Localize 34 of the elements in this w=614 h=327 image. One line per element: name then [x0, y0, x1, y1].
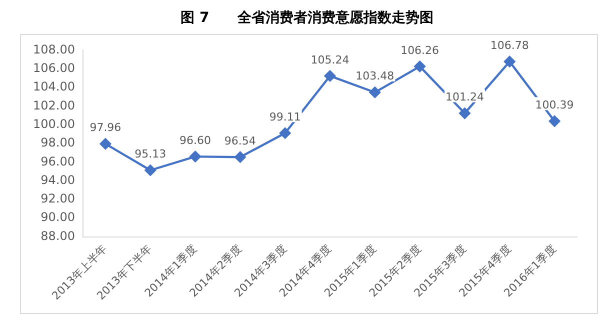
y-tick-label: 106.00	[32, 60, 75, 75]
y-tick-label: 88.00	[40, 228, 75, 243]
y-tick-label: 108.00	[32, 42, 75, 56]
point	[100, 138, 112, 150]
text: 103.48	[356, 70, 394, 83]
y-tick-label: 102.00	[32, 98, 75, 112]
y-tick-label: 100.00	[32, 116, 75, 131]
point	[279, 128, 291, 139]
text: 106.26	[400, 44, 440, 57]
y-tick-label: 94.00	[40, 172, 75, 187]
point	[190, 150, 201, 162]
text: 100.39	[535, 98, 574, 112]
y-tick-label: 92.00	[40, 192, 75, 206]
point	[234, 152, 246, 163]
point	[548, 116, 560, 127]
text: 97.96	[90, 121, 122, 134]
y-tick-label: 96.00	[40, 154, 75, 168]
y-tick-label: 104.00	[32, 80, 75, 94]
text: 96.60	[180, 134, 212, 147]
point	[459, 108, 470, 119]
point	[369, 86, 381, 98]
y-tick-label: 90.00	[40, 210, 75, 224]
text: 105.24	[310, 53, 350, 66]
chart-title: 图 7 全省消费者消费意愿指数走势图	[180, 9, 434, 28]
point	[324, 70, 336, 82]
y-tick-label: 98.00	[40, 136, 75, 150]
text: 96.54	[224, 134, 256, 148]
text: 106.78	[490, 38, 529, 52]
text: 101.24	[445, 90, 484, 104]
point	[144, 164, 156, 176]
point	[504, 56, 516, 68]
text: 99.11	[269, 110, 301, 124]
point	[414, 60, 426, 72]
text: 95.13	[134, 148, 166, 161]
